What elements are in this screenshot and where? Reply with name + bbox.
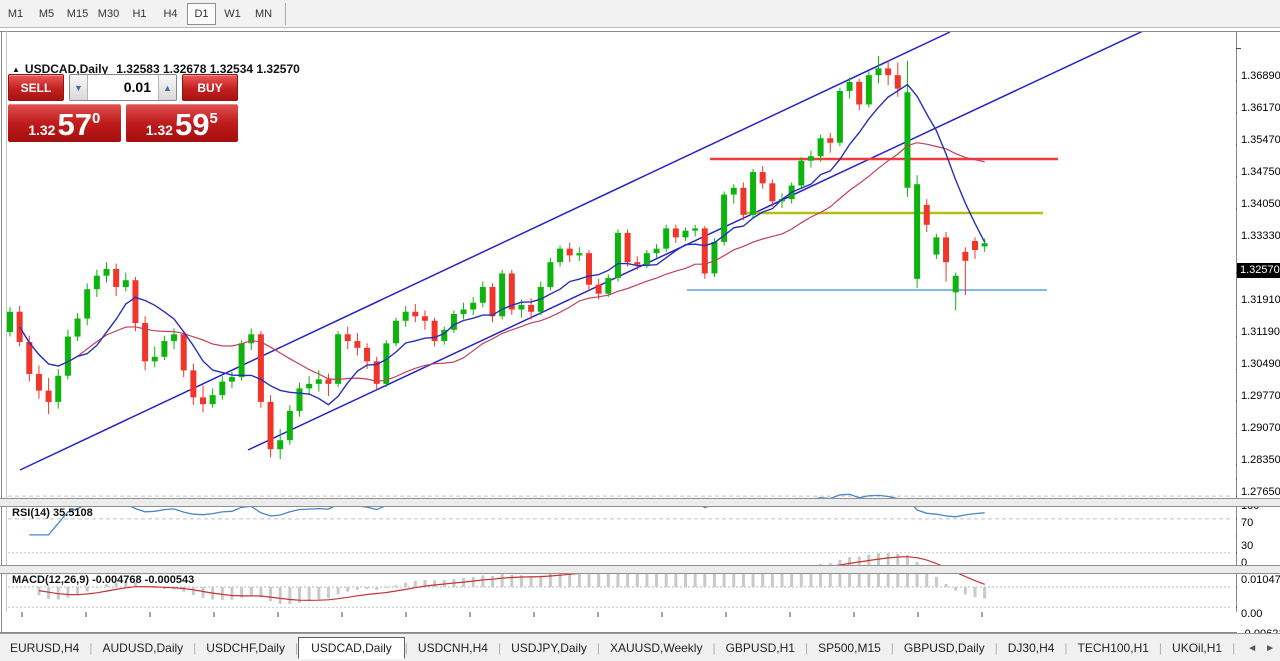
macd-tick-label: 0.00: [1241, 608, 1263, 620]
tab-separator: |: [89, 641, 93, 655]
timeframe-button-m30[interactable]: M30: [97, 7, 120, 20]
tab-separator: |: [890, 641, 894, 655]
tab-separator: |: [1232, 641, 1236, 655]
chart-header: ▲ USDCAD,Daily 1.32583 1.32678 1.32534 1.3…: [12, 62, 300, 76]
buy-price-point: 5: [209, 110, 218, 127]
tab-separator: |: [712, 641, 716, 655]
collapse-panel-icon[interactable]: ▲: [12, 65, 20, 74]
timeframe-button-h1[interactable]: H1: [132, 7, 147, 20]
price-axis[interactable]: 1.36890 1.36170 1.35470 1.34750 1.34050 1.333…: [1237, 59, 1280, 640]
one-click-trading-panel: SELL ▼ 0.01 ▲ BUY 1.32 57 0 1.32 59 5: [8, 74, 238, 142]
price-tick-label: 1.36170: [1241, 102, 1280, 114]
chart-canvas[interactable]: [0, 28, 1280, 661]
chevron-down-icon: ▼: [74, 82, 83, 93]
pane-splitter[interactable]: [0, 565, 1280, 574]
price-tick-label: 1.31190: [1241, 326, 1280, 339]
toolbar-separator: [285, 2, 286, 25]
chart-tab-bar: EURUSD,H4 | AUDUSD,Daily | USDCHF,Daily | USDC…: [0, 633, 1280, 661]
chart-tab-usdjpy-daily[interactable]: USDJPY,Daily: [511, 641, 587, 655]
timeframe-buttons: M1 M5 M15 M30 H1 H4 D1 W1 MN: [0, 2, 279, 25]
chart-tab-eurusd-h4[interactable]: EURUSD,H4: [10, 641, 80, 655]
buy-price-big-figure: 1.32: [145, 122, 173, 138]
tab-scroll-buttons: ◄ ►: [1239, 643, 1280, 654]
price-tick-label: 1.34050: [1241, 197, 1280, 210]
left-inner-border: [6, 31, 7, 612]
price-tick-label: 1.36890: [1241, 69, 1280, 82]
rsi-label: RSI(14) 35.5108: [12, 507, 93, 519]
chart-tab-usdchf-daily[interactable]: USDCHF,Daily: [206, 641, 285, 655]
pane-splitter[interactable]: [0, 498, 1280, 507]
timeframe-toolbar: M1 M5 M15 M30 H1 H4 D1 W1 MN: [0, 0, 1280, 28]
rsi-tick-label: 70: [1241, 517, 1254, 530]
rsi-tick-label: 0: [1241, 557, 1248, 569]
tab-separator: |: [994, 641, 998, 655]
chart-bottom-border: [0, 632, 1280, 633]
sell-price-point: 0: [91, 110, 101, 127]
chart-tab-gbpusd-h1[interactable]: GBPUSD,H1: [725, 641, 795, 655]
timeframe-button-h4[interactable]: H4: [163, 7, 178, 20]
chart-symbol-label: USDCAD,Daily: [24, 62, 109, 76]
sell-price-big-figure: 1.32: [28, 122, 56, 138]
tab-separator: |: [294, 641, 299, 655]
sell-price-box[interactable]: 1.32 57 0: [8, 104, 121, 142]
buy-price-pips: 59: [174, 107, 210, 142]
chart-tab-gbpusd-daily[interactable]: GBPUSD,Daily: [903, 641, 985, 655]
volume-stepper: ▼ 0.01 ▲: [69, 74, 177, 101]
chart-tab-usdcad-daily[interactable]: USDCAD,Daily: [298, 637, 405, 659]
timeframe-button-m15[interactable]: M15: [66, 7, 89, 20]
volume-increase-button[interactable]: ▲: [158, 75, 176, 100]
price-tick-label: 1.31910: [1241, 294, 1280, 306]
timeframe-button-mn[interactable]: MN: [254, 7, 273, 20]
tabs-scroll-right-button[interactable]: ►: [1265, 642, 1275, 654]
chart-ohlc-values: 1.32583 1.32678 1.32534 1.32570: [116, 62, 300, 76]
price-tick-label: 1.29770: [1241, 390, 1280, 403]
rsi-tick-label: 30: [1241, 539, 1254, 552]
chart-tab-audusd-daily[interactable]: AUDUSD,Daily: [102, 641, 184, 655]
price-tick-label: 1.28350: [1241, 454, 1280, 467]
chart-tab-xauusd-weekly[interactable]: XAUUSD,Weekly: [610, 641, 703, 655]
tab-separator: |: [804, 641, 809, 655]
current-price-tag: 1.32570: [1237, 263, 1280, 279]
price-tick-label: 1.35470: [1241, 133, 1280, 146]
price-tick-label: 1.33330: [1241, 230, 1280, 242]
buy-price-box[interactable]: 1.32 59 5: [125, 104, 238, 142]
timeframe-button-d1[interactable]: D1: [187, 2, 216, 25]
timeframe-button-m5[interactable]: M5: [38, 7, 55, 20]
macd-tick-label: 0.010474: [1241, 573, 1280, 586]
axis-separator: [1236, 31, 1237, 612]
tabs-scroll-left-button[interactable]: ◄: [1247, 642, 1258, 654]
price-tick-label: 1.29070: [1241, 421, 1280, 434]
chart-top-border: [0, 31, 1280, 32]
timeframe-button-w1[interactable]: W1: [224, 7, 241, 20]
sell-price-pips: 57: [57, 107, 92, 142]
tab-separator: |: [1158, 641, 1163, 655]
chart-region: ▲ USDCAD,Daily 1.32583 1.32678 1.32534 1.3…: [0, 28, 1280, 661]
tab-separator: |: [497, 641, 502, 655]
tab-separator: |: [596, 641, 600, 655]
sell-button[interactable]: SELL: [8, 74, 64, 101]
tab-separator: |: [1064, 641, 1068, 655]
chart-tab-ukoil-h1[interactable]: UKOil,H1: [1172, 641, 1223, 655]
volume-input[interactable]: 0.01: [88, 75, 158, 100]
chart-tab-usdcnh-h4[interactable]: USDCNH,H4: [417, 641, 488, 655]
chart-tab-tech100-h1[interactable]: TECH100,H1: [1077, 641, 1149, 655]
price-tick-label: 1.34750: [1241, 166, 1280, 178]
chart-tab-sp500-m15[interactable]: SP500,M15: [818, 641, 881, 655]
price-tick-label: 1.27650: [1241, 485, 1280, 498]
price-tick-label: 1.30490: [1241, 357, 1280, 370]
macd-label: MACD(12,26,9) -0.004768 -0.000543: [12, 574, 195, 586]
volume-decrease-button[interactable]: ▼: [70, 75, 88, 100]
chart-tab-dj30-h4[interactable]: DJ30,H4: [1007, 641, 1055, 655]
tab-separator: |: [404, 641, 408, 655]
left-border: [1, 31, 2, 633]
tab-separator: |: [193, 641, 197, 655]
buy-button[interactable]: BUY: [182, 74, 238, 101]
chevron-up-icon: ▲: [163, 82, 172, 93]
timeframe-button-m1[interactable]: M1: [7, 7, 24, 20]
